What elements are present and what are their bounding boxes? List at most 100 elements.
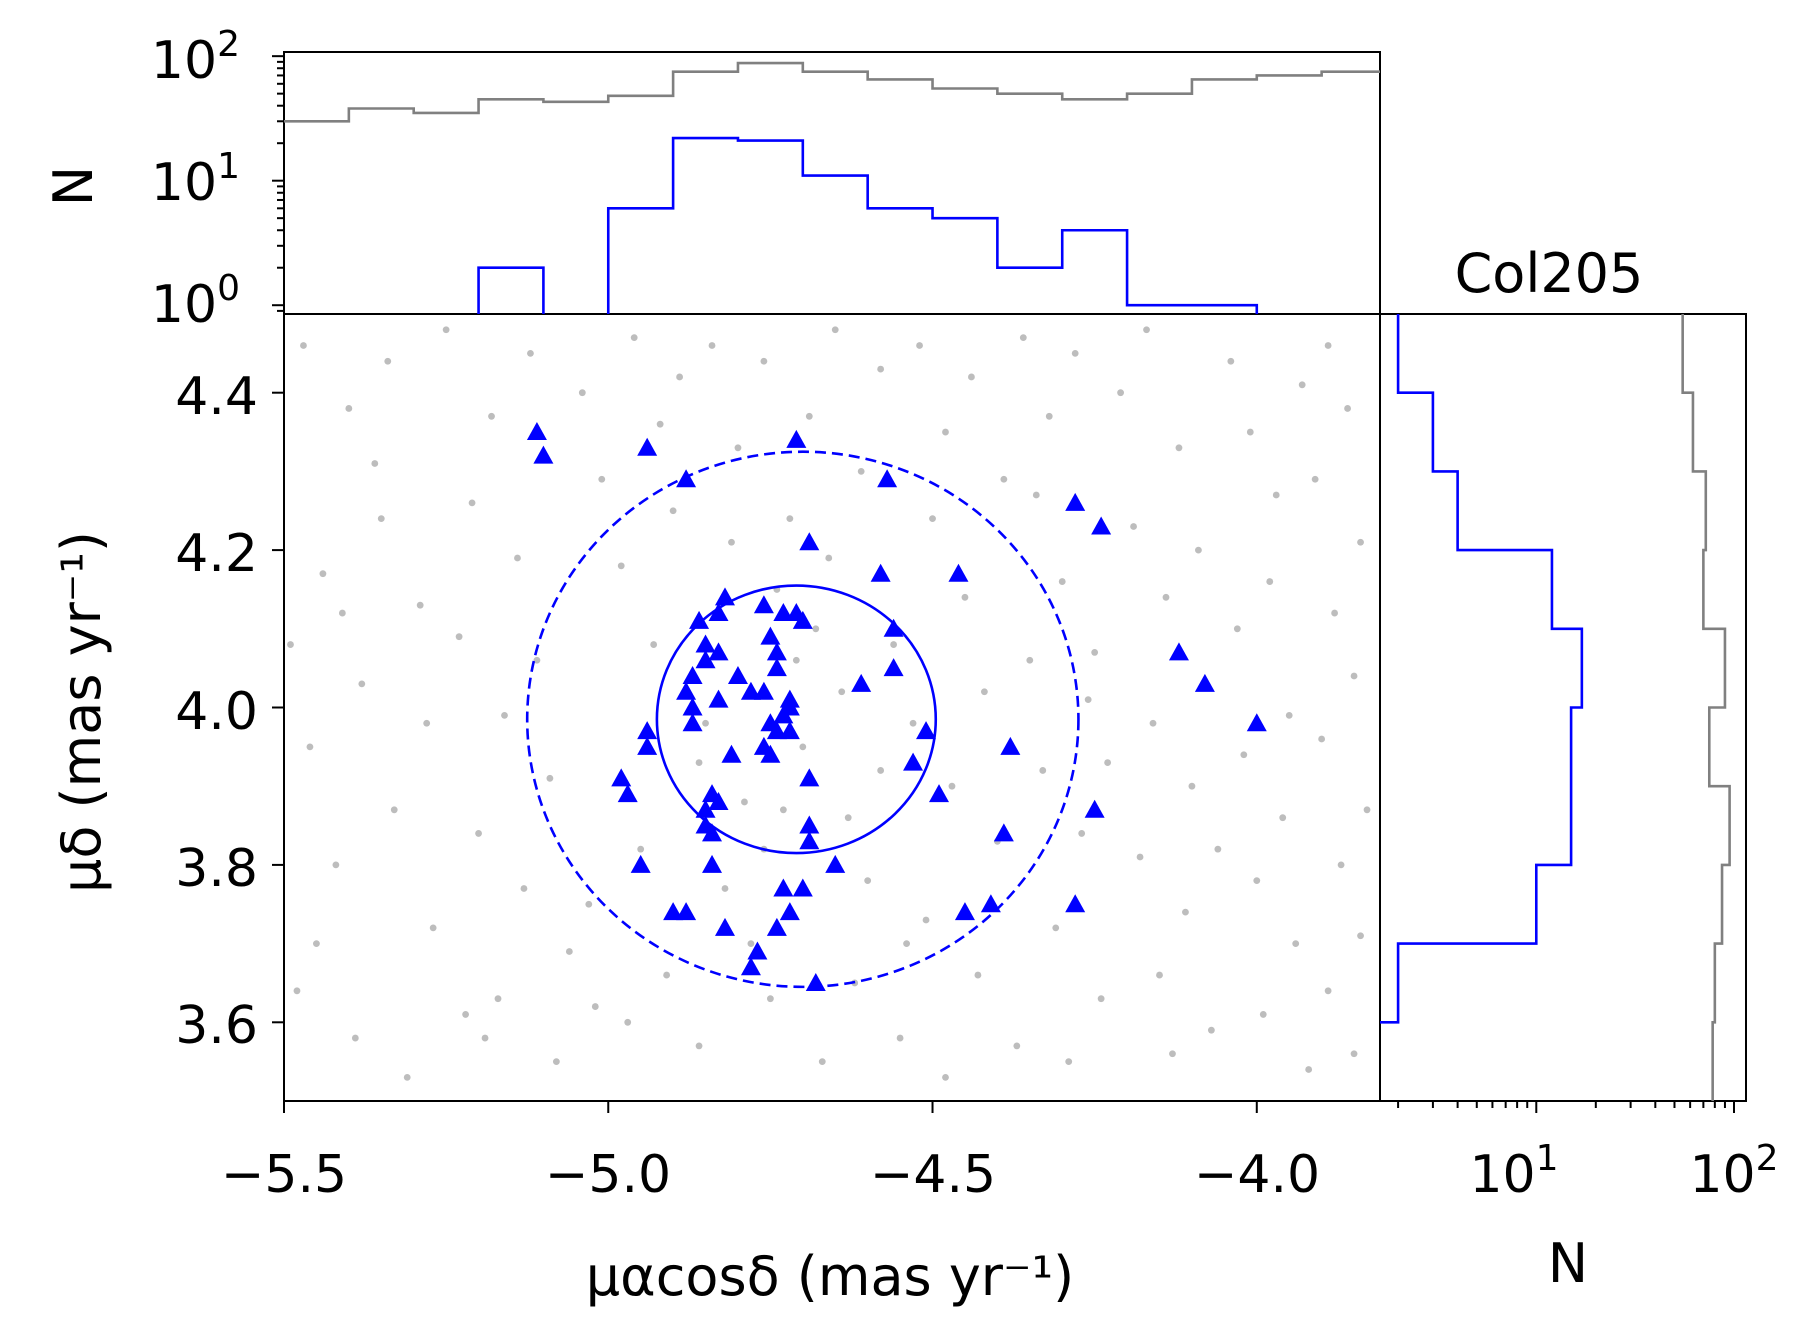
field-star-dot	[533, 656, 541, 664]
field-star-dot	[1013, 1042, 1021, 1050]
field-histogram-line	[284, 61, 1380, 123]
member-star-marker	[825, 854, 846, 873]
field-star-dot	[844, 814, 852, 822]
field-star-dot	[1130, 523, 1137, 530]
field-star-dot	[1039, 767, 1047, 774]
field-star-dot	[1097, 995, 1105, 1003]
field-star-dot	[695, 1042, 703, 1050]
field-star-dot	[1149, 719, 1157, 727]
field-star-dot	[805, 412, 813, 420]
top-histogram-frame	[283, 51, 1381, 315]
member-histogram-line-right	[1380, 314, 1584, 1024]
member-star-marker	[916, 721, 937, 740]
field-star-dot	[766, 995, 774, 1003]
member-star-marker	[695, 650, 716, 669]
member-star-marker	[630, 854, 651, 873]
member-star-marker	[954, 902, 975, 921]
field-star-dot	[948, 782, 956, 790]
top-hist-y-tick-label: 100	[151, 268, 240, 335]
member-star-marker	[682, 697, 703, 716]
field-star-dot	[831, 326, 839, 334]
member-star-marker	[727, 666, 748, 685]
field-star-dot	[695, 759, 703, 766]
field-star-dot	[475, 830, 482, 837]
member-star-marker	[702, 854, 723, 873]
field-star-dot	[617, 562, 625, 570]
field-star-dot	[857, 468, 865, 475]
field-star-dot	[351, 1034, 359, 1042]
field-star-dot	[825, 554, 833, 562]
field-star-dot	[390, 806, 398, 814]
field-star-dot	[1084, 696, 1092, 704]
field-star-dot	[922, 916, 930, 924]
field-star-dot	[929, 515, 936, 523]
member-star-marker	[773, 705, 794, 724]
member-star-marker	[721, 744, 742, 763]
field-star-dot	[942, 1073, 949, 1081]
field-star-dot	[1279, 814, 1287, 822]
member-star-marker	[611, 768, 632, 787]
field-star-dot	[818, 1058, 826, 1066]
member-star-marker	[695, 634, 716, 653]
member-star-marker	[676, 469, 697, 488]
member-star-marker	[792, 610, 813, 629]
field-star-dot	[429, 924, 437, 932]
field-star-dot	[760, 357, 768, 365]
outer-radius-circle	[525, 450, 1080, 989]
field-star-dot	[313, 940, 320, 947]
member-star-marker	[637, 437, 658, 456]
right-hist-x-axis-label: N	[1548, 1232, 1588, 1295]
field-star-dot	[377, 515, 385, 523]
field-star-dot	[1259, 1011, 1267, 1018]
field-star-dot	[669, 507, 677, 515]
member-star-marker	[766, 917, 787, 936]
member-star-marker	[637, 721, 658, 740]
field-star-dot	[1350, 1050, 1358, 1058]
field-star-dot	[287, 641, 294, 648]
field-star-dot	[1143, 326, 1150, 334]
field-star-dot	[1065, 1058, 1073, 1066]
member-star-marker	[766, 721, 787, 740]
field-star-dot	[403, 1073, 411, 1081]
field-star-dot	[864, 877, 872, 885]
field-star-dot	[792, 656, 800, 664]
field-star-dot	[877, 365, 885, 373]
member-star-marker	[799, 768, 820, 787]
axis-ticks	[272, 55, 1735, 1113]
member-star-marker	[766, 658, 787, 677]
member-star-marker	[760, 744, 781, 763]
member-star-marker	[740, 681, 761, 700]
field-star-dot	[455, 633, 463, 641]
field-star-dot	[1136, 853, 1144, 861]
field-star-dot	[1052, 924, 1060, 932]
field-star-dot	[1195, 546, 1202, 554]
field-star-dot	[909, 719, 917, 727]
field-star-dot	[1156, 971, 1163, 979]
field-star-dot	[702, 719, 709, 727]
member-star-marker	[760, 626, 781, 645]
top-hist-y-tick-label: 101	[151, 146, 240, 213]
field-star-dot	[1207, 1026, 1215, 1034]
member-star-marker	[883, 618, 904, 637]
y-tick-label: 3.6	[175, 996, 258, 1056]
member-star-marker	[948, 563, 969, 582]
field-star-dot	[1253, 877, 1261, 885]
member-star-marker	[695, 799, 716, 818]
field-star-dot	[1246, 428, 1254, 436]
member-star-marker	[1168, 642, 1189, 661]
member-star-marker	[708, 689, 729, 708]
field-star-dot	[358, 680, 366, 688]
field-star-dot	[650, 641, 658, 648]
field-histogram-line-right	[1681, 314, 1731, 1101]
field-star-dot	[520, 885, 528, 892]
field-star-dot	[728, 538, 735, 546]
member-star-marker	[533, 445, 554, 464]
y-tick-label: 3.8	[175, 839, 258, 899]
member-star-marker	[637, 736, 658, 755]
field-star-dot	[877, 767, 885, 774]
field-star-dot	[481, 1034, 489, 1042]
field-star-dot	[916, 342, 923, 349]
member-star-marker	[1065, 492, 1086, 511]
right-histogram	[1380, 314, 1731, 1101]
